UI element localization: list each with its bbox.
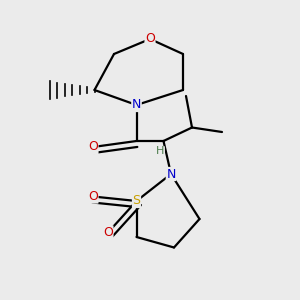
- Text: S: S: [133, 194, 140, 208]
- Text: O: O: [145, 32, 155, 46]
- Text: O: O: [103, 226, 113, 239]
- Text: H: H: [156, 146, 165, 157]
- Text: N: N: [166, 167, 176, 181]
- Text: O: O: [88, 140, 98, 154]
- Text: N: N: [132, 98, 141, 112]
- Text: O: O: [88, 190, 98, 203]
